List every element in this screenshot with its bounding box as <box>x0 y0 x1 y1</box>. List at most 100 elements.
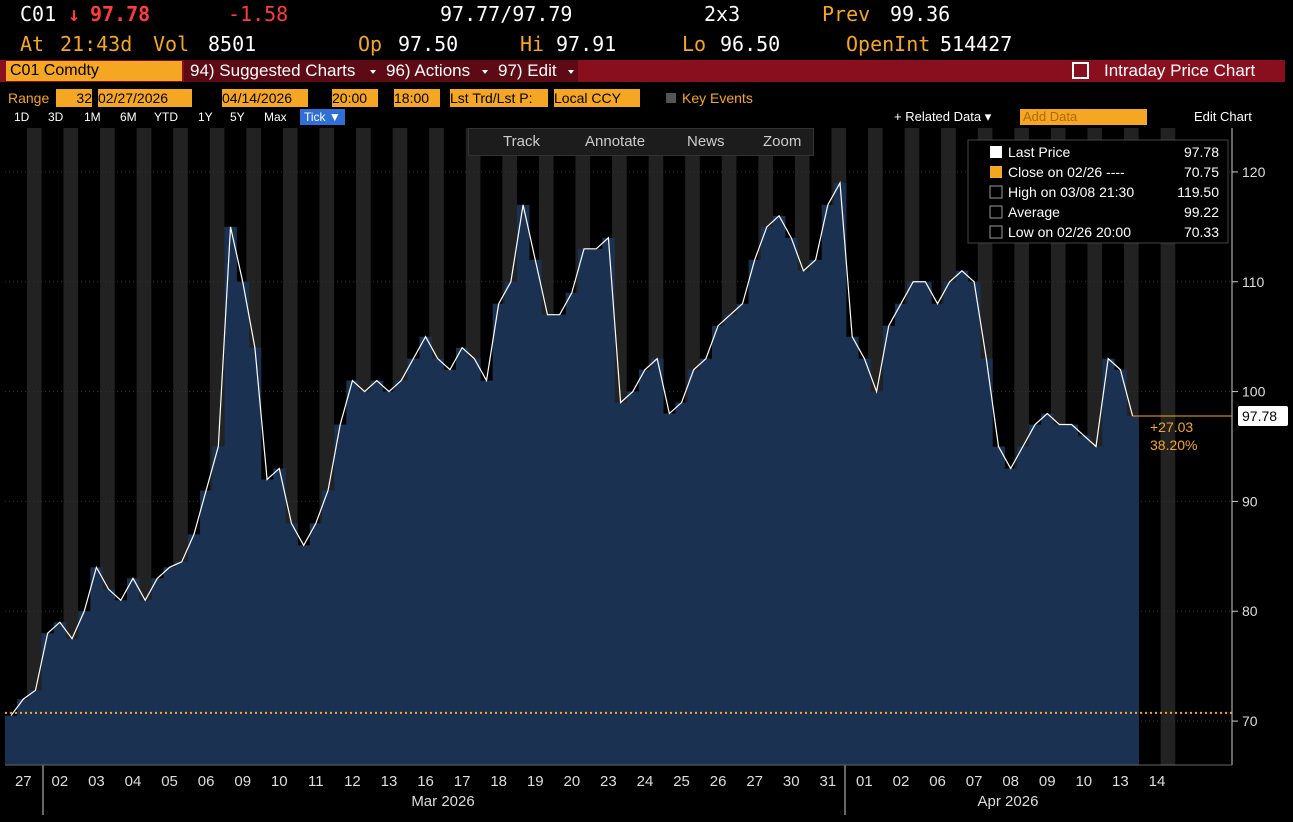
area-segment <box>968 281 981 765</box>
area-segment <box>565 292 579 765</box>
period-button[interactable]: 5Y <box>230 110 245 124</box>
y-tick-label: 110 <box>1242 274 1265 290</box>
y-tick-label: 100 <box>1242 384 1266 400</box>
area-segment <box>382 391 396 765</box>
area-segment <box>419 336 432 765</box>
area-segment <box>541 314 554 765</box>
time-start[interactable]: 20:00 <box>332 89 378 107</box>
session-band <box>63 128 79 765</box>
security-box[interactable]: C01 Comdty <box>6 61 182 81</box>
time: 21:43d <box>60 32 133 56</box>
period-button[interactable]: 3D <box>48 110 64 124</box>
area-segment <box>797 270 810 765</box>
area-segment <box>102 589 116 765</box>
area-segment <box>846 336 859 765</box>
range-start[interactable]: 02/27/2026 <box>98 89 192 107</box>
x-tick-label: 27 <box>15 773 32 790</box>
legend-swatch <box>989 205 1003 219</box>
x-tick-label: 05 <box>161 773 178 790</box>
area-segment <box>919 281 932 765</box>
size: 2x3 <box>704 2 741 26</box>
hi-label: Hi <box>520 32 545 56</box>
edit-chart[interactable]: Edit Chart <box>1194 109 1252 124</box>
area-segment <box>139 600 152 765</box>
area-segment <box>1041 413 1054 765</box>
area-segment <box>53 622 67 765</box>
arrow: ↓ <box>68 2 81 26</box>
time-end[interactable]: 18:00 <box>394 89 440 107</box>
x-tick-label: 26 <box>710 773 727 790</box>
area-segment <box>809 259 823 765</box>
range-end[interactable]: 04/14/2026 <box>222 89 308 107</box>
period-button[interactable]: 1Y <box>198 110 213 124</box>
popout-icon[interactable] <box>1072 62 1089 79</box>
tool-button[interactable]: Annotate <box>585 133 646 150</box>
area-segment <box>456 347 469 765</box>
chart-title: Intraday Price Chart <box>1104 61 1256 80</box>
vol: 8501 <box>208 32 257 56</box>
x-tick-label: 25 <box>673 773 690 790</box>
field[interactable]: Lst Trd/Lst P: <box>450 89 548 107</box>
currency[interactable]: Local CCY <box>554 89 640 107</box>
tool-button[interactable]: Track <box>503 133 540 150</box>
related-data[interactable]: + Related Data ▾ <box>894 109 992 124</box>
area-segment <box>882 325 896 765</box>
change-label: +27.03 <box>1150 419 1193 435</box>
bid-ask: 97.77/97.79 <box>440 2 573 26</box>
area-segment <box>175 561 189 765</box>
area-segment <box>236 281 250 765</box>
menu-item[interactable]: 97) Edit <box>492 60 578 82</box>
period-button[interactable]: 6M <box>120 110 137 124</box>
area-segment <box>431 358 445 765</box>
x-tick-label: 20 <box>563 773 580 790</box>
period-button[interactable]: 1D <box>14 110 30 124</box>
tool-button[interactable]: News <box>687 133 725 150</box>
area-segment <box>699 358 713 765</box>
add-data[interactable]: Add Data <box>1020 109 1147 125</box>
open-label: Op <box>358 32 383 56</box>
period-button[interactable]: 1M <box>84 110 101 124</box>
x-tick-label: 06 <box>198 773 215 790</box>
legend-value: 70.75 <box>1184 164 1219 180</box>
area-segment <box>504 281 518 765</box>
x-tick-label: 13 <box>1112 773 1129 790</box>
range-label: Range <box>8 90 50 106</box>
area-segment <box>785 237 798 765</box>
x-tick-label: 06 <box>929 773 946 790</box>
menu-item[interactable]: 96) Actions <box>380 60 492 82</box>
checkbox[interactable] <box>666 93 676 103</box>
menu-caret <box>370 70 376 74</box>
legend-label: Last Price <box>1008 144 1070 160</box>
menu-caret <box>482 70 488 74</box>
session-band <box>1160 128 1176 765</box>
legend-value: 70.33 <box>1184 224 1219 240</box>
area-segment <box>736 303 749 765</box>
hi: 97.91 <box>556 32 617 56</box>
x-tick-label: 02 <box>52 773 69 790</box>
area-segment <box>626 391 640 765</box>
period-button[interactable]: Max <box>264 110 287 124</box>
legend-value: 99.22 <box>1184 204 1219 220</box>
legend-label: Close on 02/26 ---- <box>1008 164 1125 180</box>
legend-label: Average <box>1008 204 1060 220</box>
x-tick-label: 04 <box>125 773 142 790</box>
tool-button[interactable]: Zoom <box>763 133 802 150</box>
area-segment <box>614 402 627 765</box>
period-button[interactable]: YTD <box>154 110 178 124</box>
area-segment <box>187 534 201 765</box>
area-segment <box>5 715 18 765</box>
x-tick-label: 01 <box>856 773 873 790</box>
area-segment <box>980 358 993 765</box>
area-segment <box>931 303 944 765</box>
range-count[interactable]: 32 <box>56 89 92 107</box>
area-segment <box>480 380 493 765</box>
x-tick-label: 09 <box>234 773 251 790</box>
key-events[interactable]: Key Events <box>682 90 753 106</box>
area-segment <box>1102 358 1115 765</box>
area-segment <box>285 523 298 765</box>
period-button[interactable]: Tick ▼ <box>300 109 345 125</box>
x-tick-label: 07 <box>966 773 983 790</box>
menu-item[interactable]: 94) Suggested Charts <box>184 60 380 82</box>
price-line <box>10 180 1134 716</box>
